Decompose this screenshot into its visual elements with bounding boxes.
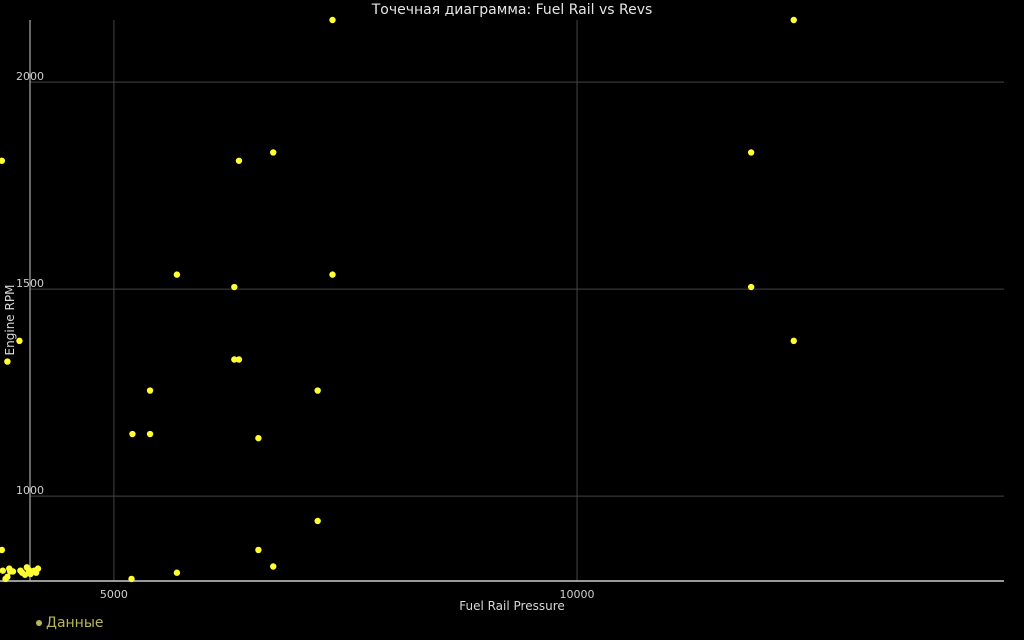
data-point <box>270 563 277 570</box>
y-tick-label: 2000 <box>16 70 44 83</box>
data-point <box>16 337 23 345</box>
data-point <box>329 271 336 278</box>
data-point <box>146 387 154 394</box>
y-tick-label: 1000 <box>16 484 44 497</box>
grid-lines <box>30 20 1004 581</box>
data-point <box>747 283 755 291</box>
data-point <box>34 565 42 572</box>
data-point <box>21 571 29 578</box>
chart-title: Точечная диаграмма: Fuel Rail vs Revs <box>371 2 653 18</box>
data-point <box>314 517 321 525</box>
x-axis-label: Fuel Rail Pressure <box>459 599 565 613</box>
data-point <box>9 568 17 575</box>
data-point <box>4 358 11 365</box>
tick-labels: 1000 1500 2000 5000 10000 <box>16 70 595 601</box>
legend-label: Данные <box>46 615 104 631</box>
data-point <box>0 157 6 164</box>
x-tick-label: 10000 <box>560 588 595 601</box>
data-point <box>129 430 136 438</box>
data-point <box>231 356 238 363</box>
data-point <box>173 271 181 278</box>
data-point <box>329 16 336 24</box>
x-tick-label: 5000 <box>100 588 128 601</box>
legend[interactable]: Данные <box>36 615 104 631</box>
y-axis-label: Engine RPM <box>3 284 17 356</box>
data-point <box>4 573 11 581</box>
data-point <box>0 567 6 574</box>
data-point <box>314 387 321 394</box>
data-point <box>255 546 262 554</box>
y-tick-label: 1500 <box>16 277 44 290</box>
data-point <box>146 430 154 438</box>
data-point <box>790 16 797 24</box>
data-point <box>235 157 243 164</box>
data-points <box>0 16 797 583</box>
data-point <box>790 337 797 345</box>
data-point <box>235 356 243 363</box>
legend-marker <box>36 620 42 626</box>
data-point <box>231 283 238 291</box>
data-point <box>255 434 262 442</box>
data-point <box>0 546 6 554</box>
axes <box>0 20 1004 582</box>
data-point <box>747 149 755 156</box>
data-point <box>270 149 277 156</box>
data-point <box>128 575 135 583</box>
data-point <box>173 569 181 576</box>
